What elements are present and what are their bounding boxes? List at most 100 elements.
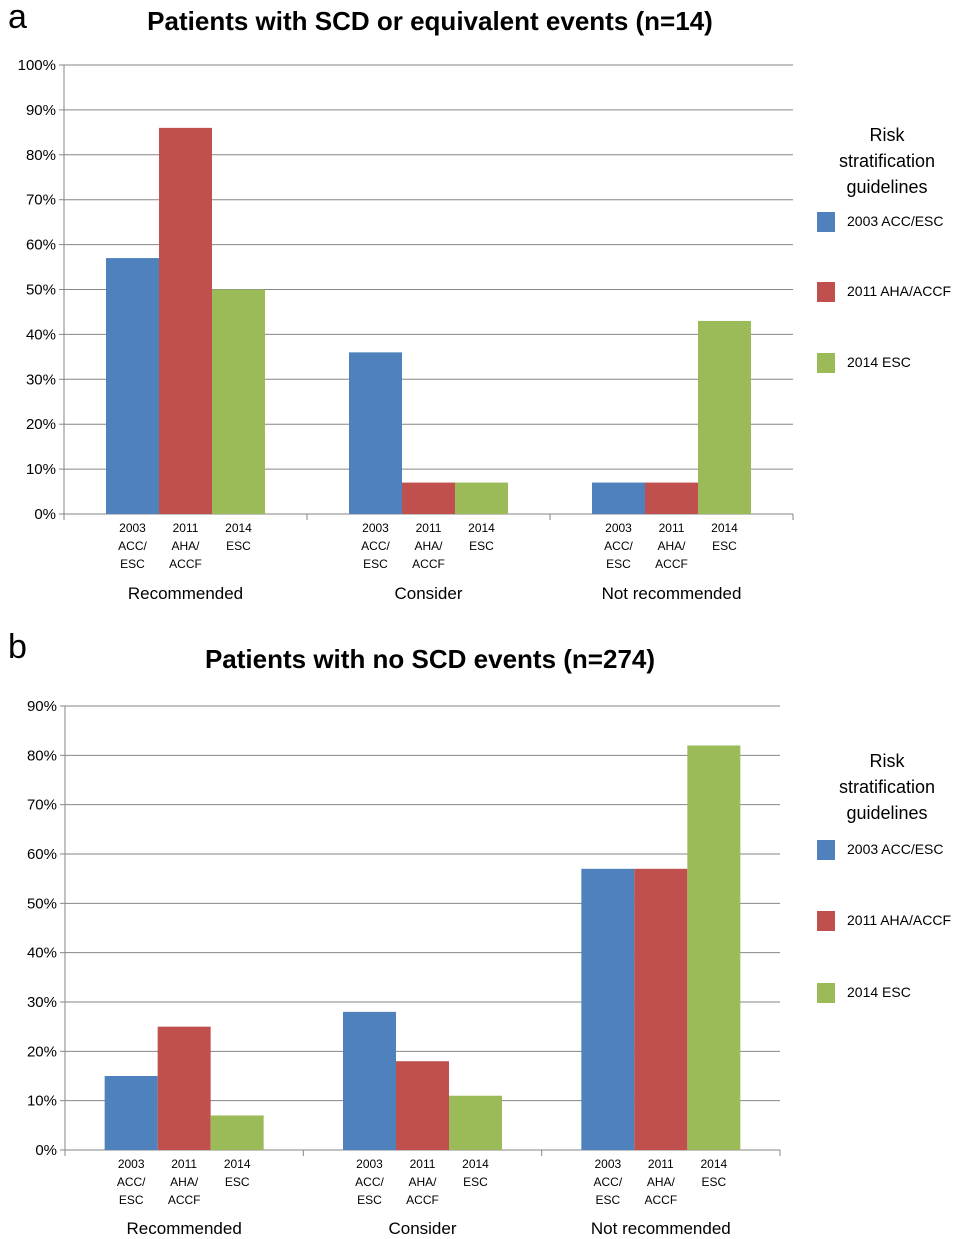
bar-label: 2011	[648, 1157, 674, 1171]
y-tick-label: 10%	[26, 461, 56, 478]
y-tick-label: 70%	[26, 192, 56, 209]
category-label: Recommended	[127, 1219, 242, 1238]
bar-label: ESC	[595, 1193, 620, 1207]
legend-label: 2003 ACC/ESC	[847, 213, 944, 229]
panel-letter: b	[8, 628, 27, 666]
bar-label: ESC	[226, 539, 251, 553]
bar-label: 2003	[356, 1157, 383, 1171]
chart-title: Patients with no SCD events (n=274)	[204, 644, 656, 674]
bar-label: 2011	[416, 521, 442, 535]
bar-label: 2011	[659, 521, 685, 535]
bar-chart-b: 0% 10% 20% 30% 40% 50% 60% 70% 80% 90% 2003 ACC/ESC…	[27, 698, 781, 1238]
y-tick-label: 80%	[26, 147, 56, 164]
bar-label: ACCF	[168, 1193, 201, 1207]
legend-label: 2003 ACC/ESC	[847, 841, 944, 857]
legend-label: 2014 ESC	[847, 984, 911, 1000]
y-tick-label: 0%	[35, 1142, 57, 1159]
bar-label: ACCF	[644, 1193, 677, 1207]
legend: Risk stratification guidelines 2003 ACC/…	[812, 122, 962, 402]
legend-swatch	[817, 840, 835, 860]
bar-label: AHA/	[657, 539, 686, 553]
chart-title: Patients with SCD or equivalent events (…	[147, 6, 713, 36]
bar-label: ESC	[463, 1175, 488, 1189]
legend: Risk stratification guidelines 2003 ACC/…	[812, 748, 962, 1028]
legend-swatch	[817, 353, 835, 373]
y-tick-label: 90%	[26, 102, 56, 119]
legend-swatch	[817, 911, 835, 931]
category-label: Consider	[388, 1219, 456, 1238]
y-tick-label: 60%	[26, 237, 56, 254]
y-tick-label: 20%	[26, 416, 56, 433]
bar	[402, 482, 455, 514]
bar	[159, 127, 212, 515]
y-tick-label: 90%	[27, 698, 57, 715]
bar-label: 2011	[410, 1157, 436, 1171]
bar	[634, 868, 688, 1150]
legend-title-line: guidelines	[846, 803, 928, 823]
bar-label: 2003	[119, 521, 146, 535]
bar-label: AHA/	[414, 539, 443, 553]
legend-label: 2014 ESC	[847, 354, 911, 370]
bar-label: ACC/	[118, 539, 147, 553]
bar-label: ACCF	[169, 557, 202, 571]
bar-label: 2014	[225, 521, 252, 535]
legend-title-line: stratification	[838, 777, 936, 797]
bar-label: 2014	[462, 1157, 489, 1171]
bar	[698, 320, 751, 514]
bar-label: ACCF	[412, 557, 445, 571]
category-label: Consider	[394, 584, 462, 603]
category-label: Recommended	[128, 584, 243, 603]
panel-letter: a	[8, 0, 27, 36]
bar-label: ESC	[701, 1175, 726, 1189]
y-tick-label: 10%	[27, 1093, 57, 1110]
bar-label: 2011	[171, 1157, 197, 1171]
bar-label: 2011	[173, 521, 199, 535]
bar-label: 2003	[594, 1157, 621, 1171]
bar-label: AHA/	[647, 1175, 676, 1189]
legend-swatch	[817, 983, 835, 1003]
category-label: Not recommended	[602, 584, 742, 603]
bar-label: ACC/	[361, 539, 390, 553]
bar-label: 2014	[700, 1157, 727, 1171]
bar-label: 2003	[118, 1157, 145, 1171]
legend-title-line: Risk	[869, 751, 905, 771]
bar	[396, 1061, 449, 1150]
category-label: Not recommended	[591, 1219, 731, 1238]
bar-label: ESC	[357, 1193, 382, 1207]
bar	[349, 352, 402, 514]
legend-title: Risk stratification guidelines	[812, 748, 962, 826]
legend-title-line: guidelines	[846, 177, 928, 197]
bar-label: 2014	[468, 521, 495, 535]
bar	[592, 482, 645, 514]
bar-label: 2003	[605, 521, 632, 535]
bar-label: ESC	[712, 539, 737, 553]
bar-label: ESC	[606, 557, 631, 571]
bar-label: AHA/	[171, 539, 200, 553]
y-tick-label: 30%	[27, 994, 57, 1011]
bar-label: ACC/	[117, 1175, 146, 1189]
bar-label: ESC	[225, 1175, 250, 1189]
bar-label: AHA/	[170, 1175, 199, 1189]
legend-swatch	[817, 212, 835, 232]
legend-label: 2011 AHA/ACCF	[847, 912, 952, 928]
y-tick-label: 40%	[26, 326, 56, 343]
bar	[455, 482, 508, 514]
bar	[687, 745, 741, 1150]
y-tick-label: 80%	[27, 747, 57, 764]
bar-label: ESC	[120, 557, 145, 571]
bar-label: ESC	[119, 1193, 144, 1207]
y-tick-label: 70%	[27, 797, 57, 814]
bar-label: 2014	[711, 521, 738, 535]
legend-title: Risk stratification guidelines	[812, 122, 962, 200]
legend-label: 2011 AHA/ACCF	[847, 283, 952, 299]
bar	[212, 289, 265, 514]
y-tick-label: 30%	[26, 371, 56, 388]
bar-label: ACC/	[604, 539, 633, 553]
legend-title-line: stratification	[838, 151, 936, 171]
bar-label: ACCF	[655, 557, 688, 571]
y-tick-label: 50%	[27, 895, 57, 912]
bar	[210, 1115, 264, 1150]
y-tick-label: 50%	[26, 282, 56, 299]
bar-label: ACC/	[355, 1175, 384, 1189]
bar	[581, 868, 635, 1150]
